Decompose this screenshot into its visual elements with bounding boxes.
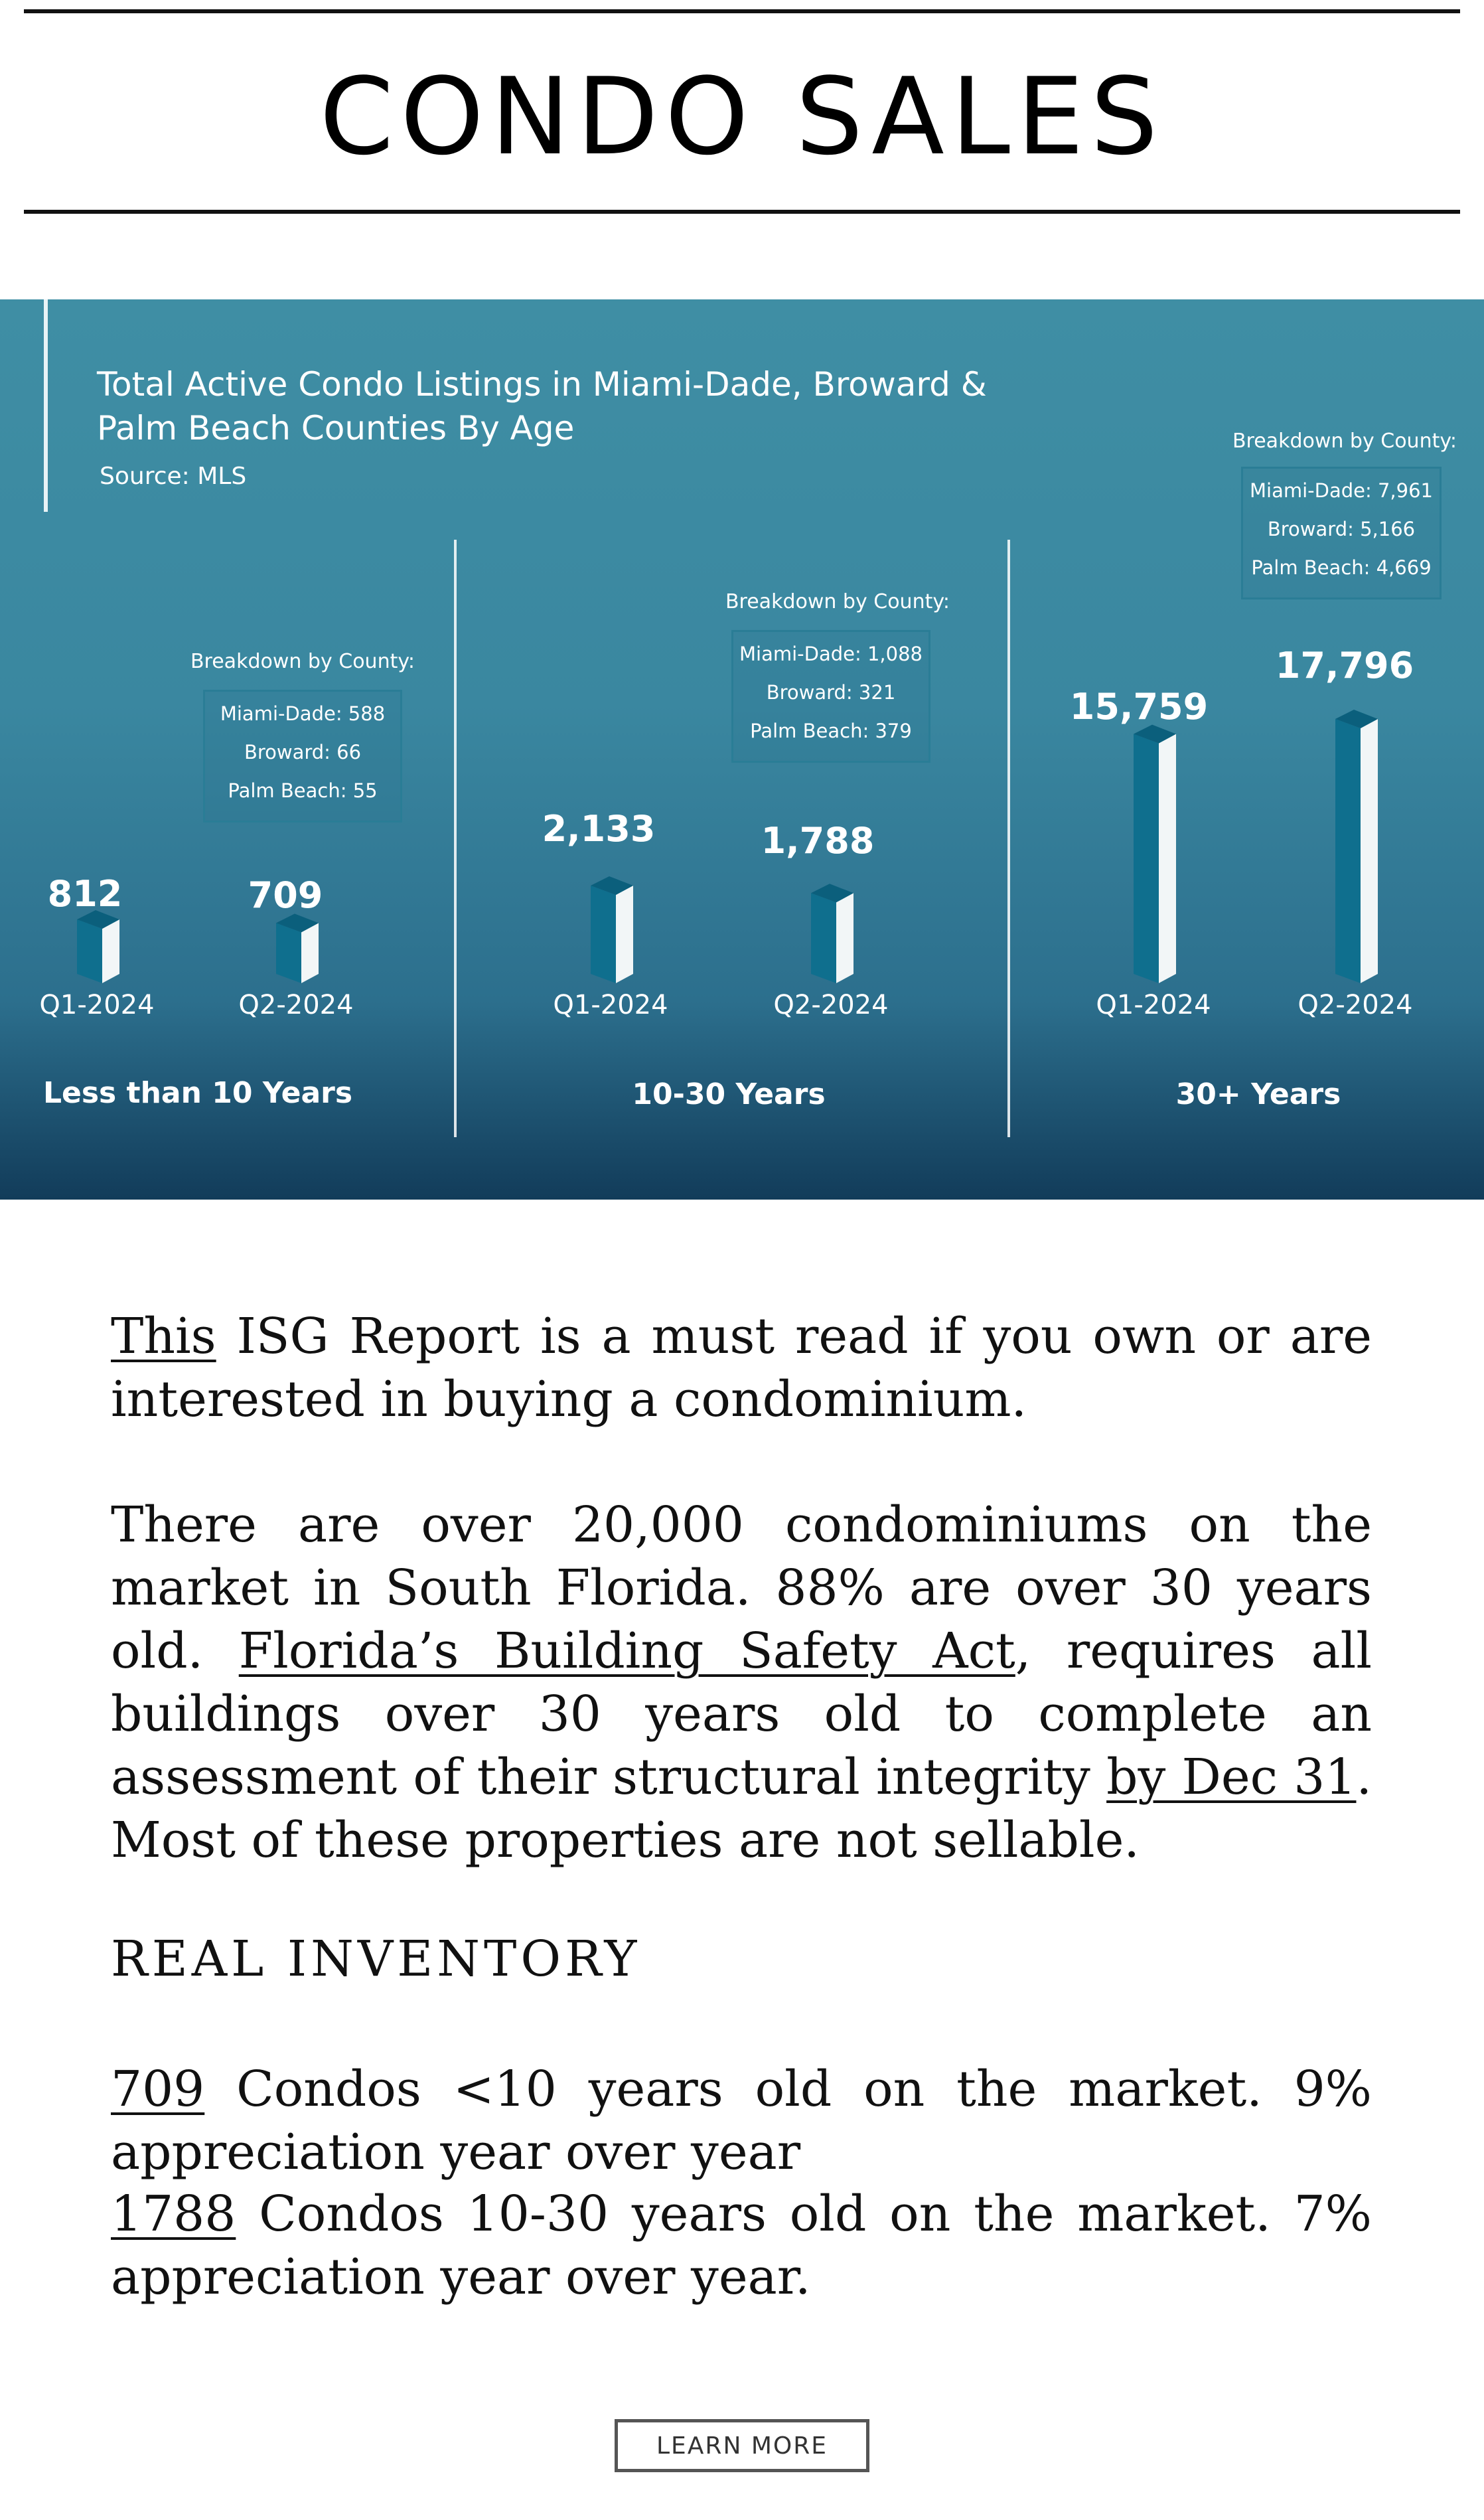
- quarter-label: Q1-2024: [39, 990, 155, 1020]
- inventory-1-text: Condos <10 years old on the market. 9% a…: [111, 2061, 1372, 2181]
- quarter-label: Q1-2024: [553, 990, 668, 1020]
- breakdown-title: Breakdown by County:: [190, 650, 415, 673]
- breakdown-miami-dade: Miami-Dade: 588: [220, 702, 386, 725]
- bar-side-face: [836, 893, 853, 983]
- title-underline: [24, 210, 1460, 214]
- quarter-label: Q1-2024: [1096, 990, 1211, 1020]
- building-safety-act-link[interactable]: Florida’s Building Safety Act: [238, 1622, 1015, 1680]
- breakdown-box-under10: Miami-Dade: 588 Broward: 66 Palm Beach: …: [203, 690, 402, 823]
- quarter-label: Q2-2024: [238, 990, 354, 1020]
- bar-value-label: 1,788: [761, 820, 875, 862]
- title-accent-bar: [44, 299, 48, 512]
- bar-front-face: [811, 893, 836, 983]
- age-group-label: Less than 10 Years: [42, 1076, 353, 1110]
- market-text-b: , requires all buildings over 30 years o…: [111, 1622, 1372, 1806]
- bar-1-1: [811, 884, 853, 983]
- learn-more-button[interactable]: LEARN MORE: [615, 2419, 869, 2472]
- bar-side-face: [301, 923, 319, 983]
- infographic-title: Total Active Condo Listings in Miami-Dad…: [97, 362, 1092, 450]
- intro-paragraph: This ISG Report is a must read if you ow…: [111, 1305, 1372, 1431]
- bar-2-1: [1335, 710, 1378, 983]
- market-text-c: . Most of these properties are not sella…: [111, 1749, 1373, 1869]
- inventory-1788-link[interactable]: 1788: [111, 2185, 236, 2243]
- bar-2-0: [1134, 724, 1176, 983]
- bar-value-label: 709: [248, 874, 323, 916]
- intro-text: ISG Report is a must read if you own or …: [111, 1308, 1372, 1428]
- breakdown-palm-beach: Palm Beach: 379: [750, 720, 912, 742]
- bar-0-1: [276, 913, 319, 983]
- bar-top-face: [276, 913, 319, 933]
- breakdown-broward: Broward: 5,166: [1267, 518, 1416, 540]
- bar-chart: [77, 710, 1378, 983]
- market-text-a: There are over 20,000 condominiums on th…: [111, 1496, 1372, 1680]
- bar-top-face: [1335, 710, 1378, 728]
- breakdown-palm-beach: Palm Beach: 55: [228, 779, 378, 802]
- breakdown-title: Breakdown by County:: [725, 590, 950, 613]
- inventory-line-2: 1788 Condos 10-30 years old on the marke…: [111, 2183, 1372, 2309]
- bar-side-face: [102, 919, 119, 983]
- inventory-709-link[interactable]: 709: [111, 2061, 205, 2118]
- bar-top-face: [591, 876, 633, 896]
- group-divider: [454, 540, 457, 1137]
- age-group-label: 30+ Years: [1175, 1077, 1341, 1111]
- breakdown-miami-dade: Miami-Dade: 7,961: [1250, 479, 1433, 502]
- age-group-label: 10-30 Years: [632, 1077, 826, 1111]
- listings-infographic: Total Active Condo Listings in Miami-Dad…: [0, 299, 1484, 1200]
- bar-value-label: 15,759: [1069, 686, 1209, 728]
- breakdown-miami-dade: Miami-Dade: 1,088: [739, 643, 923, 665]
- infographic-title-line2: Palm Beach Counties By Age: [97, 409, 575, 447]
- breakdown-box-10-30: Miami-Dade: 1,088 Broward: 321 Palm Beac…: [731, 630, 930, 763]
- breakdown-broward: Broward: 66: [244, 741, 362, 763]
- bar-1-0: [591, 876, 633, 983]
- bar-front-face: [591, 886, 616, 983]
- breakdown-box-30plus: Miami-Dade: 7,961 Broward: 5,166 Palm Be…: [1241, 467, 1442, 599]
- bar-top-face: [77, 909, 119, 929]
- bar-0-0: [77, 909, 119, 983]
- page-title: CONDO SALES: [319, 54, 1165, 179]
- inventory-line-1: 709 Condos <10 years old on the market. …: [111, 2058, 1372, 2184]
- quarter-label: Q2-2024: [1298, 990, 1413, 1020]
- report-link[interactable]: This: [111, 1308, 216, 1365]
- breakdown-title: Breakdown by County:: [1232, 430, 1457, 453]
- bar-value-label: 812: [47, 873, 123, 915]
- bar-front-face: [77, 919, 102, 983]
- group-divider: [1007, 540, 1010, 1137]
- bar-side-face: [1159, 734, 1176, 983]
- bar-front-face: [276, 923, 301, 983]
- bar-front-face: [1335, 719, 1361, 983]
- quarter-label: Q2-2024: [773, 990, 889, 1020]
- breakdown-palm-beach: Palm Beach: 4,669: [1251, 556, 1432, 579]
- market-paragraph: There are over 20,000 condominiums on th…: [111, 1494, 1372, 1872]
- top-rule: [24, 9, 1460, 13]
- bar-side-face: [1361, 719, 1378, 983]
- infographic-title-line1: Total Active Condo Listings in Miami-Dad…: [97, 365, 987, 404]
- bar-value-label: 2,133: [542, 808, 656, 850]
- section-heading: REAL INVENTORY: [111, 1930, 641, 1988]
- infographic-source: Source: MLS: [100, 463, 247, 490]
- bar-top-face: [1134, 724, 1176, 744]
- bar-front-face: [1134, 734, 1159, 983]
- inventory-2-text: Condos 10-30 years old on the market. 7%…: [111, 2185, 1372, 2306]
- bar-side-face: [616, 886, 633, 983]
- breakdown-broward: Broward: 321: [766, 681, 896, 704]
- bar-top-face: [811, 884, 853, 903]
- bar-value-label: 17,796: [1275, 645, 1414, 686]
- deadline-link[interactable]: by Dec 31: [1106, 1749, 1357, 1806]
